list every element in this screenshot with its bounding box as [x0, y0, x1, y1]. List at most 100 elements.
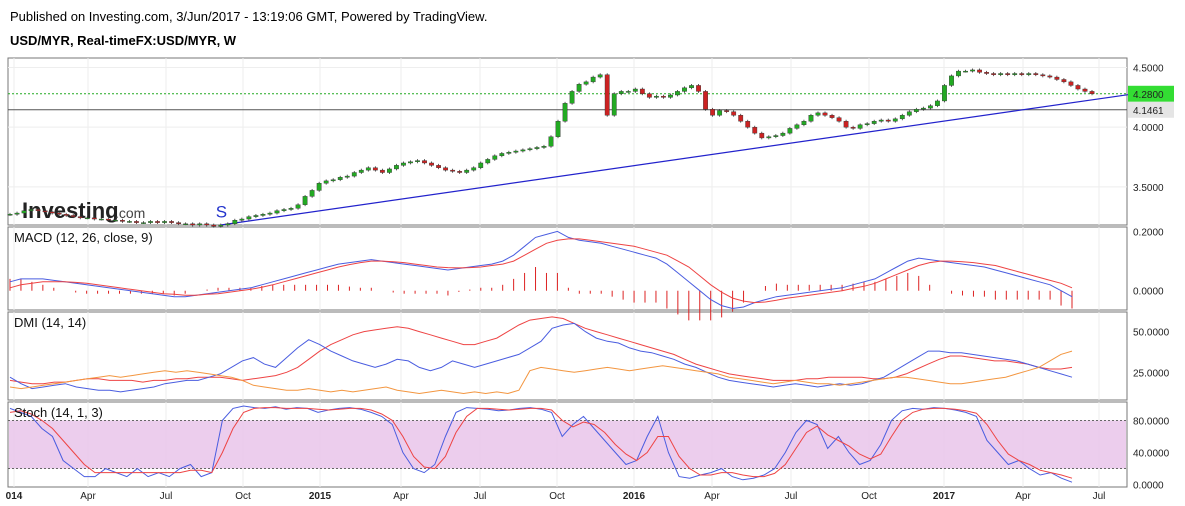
- candle-body: [639, 88, 645, 94]
- candle-body: [963, 70, 968, 73]
- candle-body: [49, 211, 55, 214]
- candle-body: [590, 76, 596, 83]
- indicator-line: [9, 405, 1073, 483]
- x-tick-label: Jul: [160, 491, 173, 502]
- candle-body: [689, 85, 694, 89]
- candle-body: [77, 216, 83, 219]
- panel-frame: [7, 226, 1128, 311]
- candle-body: [935, 100, 940, 106]
- y-tick-label: 4.5000: [1133, 64, 1164, 75]
- candle-body: [358, 169, 364, 173]
- candle-body: [548, 136, 554, 147]
- candle-body: [134, 221, 139, 223]
- x-tick-label: Apr: [1015, 491, 1031, 502]
- candle-body: [197, 223, 203, 226]
- y-tick-label: 25.0000: [1133, 368, 1170, 379]
- panel-frame: [7, 57, 1128, 226]
- candle-body: [1040, 74, 1046, 77]
- candle-body: [1068, 81, 1074, 86]
- candle-body: [120, 220, 125, 222]
- candle-body: [443, 167, 449, 171]
- last-price-label: 4.2800: [1133, 90, 1164, 101]
- candle-body: [717, 110, 723, 116]
- candle-body: [668, 94, 673, 98]
- candle-body: [330, 179, 336, 182]
- candle-body: [323, 180, 329, 184]
- y-tick-label: 80.0000: [1133, 416, 1170, 427]
- x-tick-label: 2017: [933, 491, 956, 502]
- symbol-title: USD/MYR, Real-timeFX:USD/MYR, W: [10, 33, 237, 48]
- x-tick-label: 2016: [623, 491, 646, 502]
- candle-body: [724, 110, 730, 112]
- x-tick-label: Apr: [393, 491, 409, 502]
- candle-body: [190, 223, 196, 226]
- candle-body: [239, 218, 245, 221]
- candle-body: [576, 84, 582, 92]
- candle-body: [759, 132, 765, 139]
- x-tick-label: Apr: [80, 491, 96, 502]
- candle-body: [618, 91, 624, 94]
- y-tick-label: 0.0000: [1133, 481, 1164, 492]
- candle-body: [1026, 73, 1032, 75]
- candle-body: [513, 150, 519, 153]
- x-tick-label: Apr: [704, 491, 720, 502]
- candle-body: [365, 167, 371, 171]
- candle-body: [408, 161, 413, 164]
- indicator-line: [9, 322, 1073, 393]
- candle-body: [773, 135, 779, 137]
- candle-body: [70, 215, 76, 217]
- candle-body: [780, 132, 786, 136]
- candle-body: [281, 209, 287, 211]
- candle-body: [878, 119, 884, 122]
- candle-body: [225, 223, 231, 226]
- candle-body: [569, 91, 575, 104]
- candle-body: [1075, 85, 1081, 90]
- x-tick-label: Jul: [785, 491, 798, 502]
- candle-body: [394, 165, 399, 170]
- candle-body: [745, 121, 751, 128]
- candle-body: [801, 121, 807, 125]
- candle-body: [956, 70, 961, 77]
- candle-body: [471, 167, 477, 171]
- panel-title: Stoch (14, 1, 3): [14, 405, 103, 420]
- candle-body: [499, 153, 505, 157]
- candle-body: [787, 128, 793, 134]
- panel-title: MACD (12, 26, close, 9): [14, 230, 153, 245]
- candle-body: [506, 152, 512, 154]
- candle-body: [351, 172, 357, 177]
- candle-body: [829, 115, 835, 118]
- trendline: [220, 93, 1135, 226]
- candle-body: [457, 171, 463, 173]
- candle-body: [913, 109, 919, 112]
- candle-body: [7, 214, 13, 216]
- candle-body: [169, 221, 174, 223]
- candle-body: [942, 85, 947, 102]
- candle-body: [625, 91, 631, 93]
- level-badge: [1128, 101, 1174, 118]
- candle-body: [534, 147, 540, 149]
- panel-frame: [7, 311, 1128, 401]
- candle-body: [864, 123, 870, 125]
- candle-body: [1033, 73, 1039, 75]
- candle-body: [611, 93, 617, 116]
- candle-body: [337, 177, 343, 180]
- candle-body: [253, 215, 259, 217]
- candle-body: [562, 103, 568, 122]
- candle-body: [1005, 73, 1011, 75]
- candle-body: [527, 148, 533, 151]
- candle-body: [464, 169, 470, 173]
- y-tick-label: 4.0000: [1133, 123, 1164, 134]
- candle-body: [155, 221, 160, 223]
- candle-body: [949, 75, 954, 86]
- candle-body: [850, 126, 856, 129]
- stoch-band: [9, 420, 1126, 469]
- panel-title: DMI (14, 14): [14, 315, 86, 330]
- y-tick-label: 3.5000: [1133, 183, 1164, 194]
- candle-body: [211, 224, 217, 227]
- candle-body: [682, 87, 687, 92]
- candle-body: [977, 69, 982, 73]
- candle-body: [35, 209, 41, 211]
- candle-body: [892, 118, 898, 122]
- candle-body: [105, 218, 111, 221]
